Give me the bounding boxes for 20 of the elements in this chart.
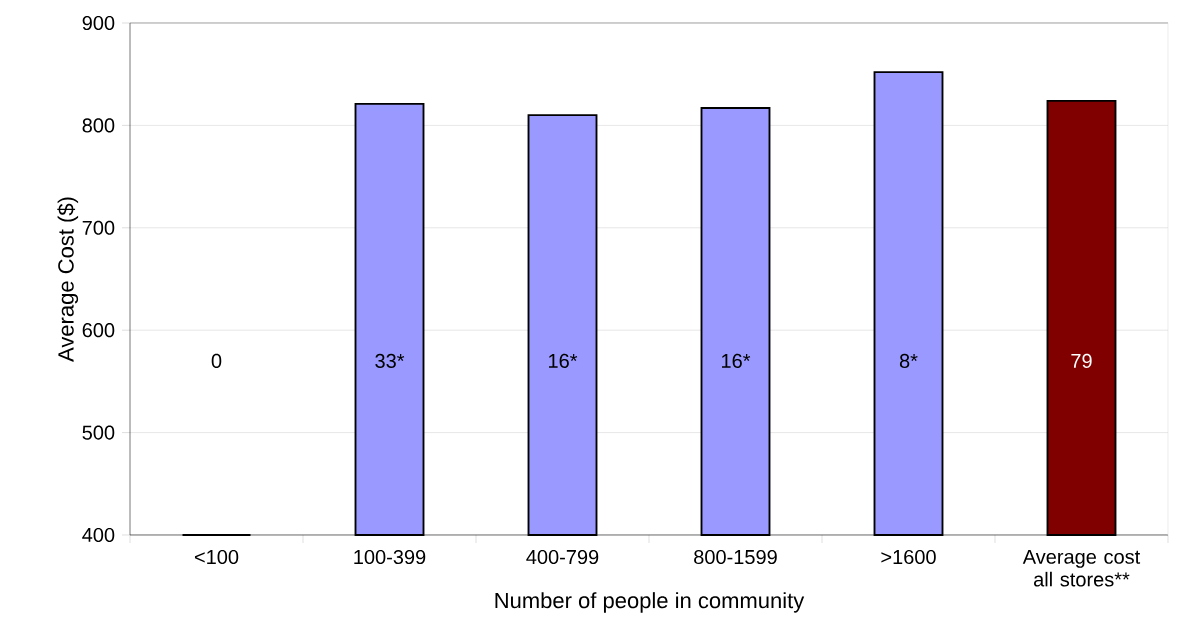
y-tick-label: 400: [82, 527, 115, 543]
x-tick-label: >1600: [881, 549, 936, 565]
annotation: 8*: [899, 353, 918, 368]
y-axis-title: Average Cost ($): [57, 197, 79, 362]
x-tick-label: <100: [194, 549, 239, 565]
y-tick-label: 800: [82, 118, 115, 133]
annotation: 79: [1071, 353, 1092, 368]
annotation: 0: [211, 353, 222, 368]
annotation: 16*: [549, 353, 578, 368]
x-tick-label: 800-1599: [694, 549, 777, 565]
y-tick-label: 600: [82, 323, 115, 338]
x-tick-label: Average cost all stores**: [1022, 549, 1141, 587]
x-axis-title: Number of people in community: [495, 592, 805, 613]
y-tick-label: 700: [82, 220, 115, 235]
annotation: 16*: [722, 353, 751, 368]
x-tick-label: 400-799: [526, 549, 599, 565]
y-tick-label: 500: [82, 425, 115, 440]
x-tick-label: 100-399: [354, 549, 426, 565]
y-tick-label: 900: [82, 15, 115, 31]
annotation: 33*: [375, 353, 405, 368]
